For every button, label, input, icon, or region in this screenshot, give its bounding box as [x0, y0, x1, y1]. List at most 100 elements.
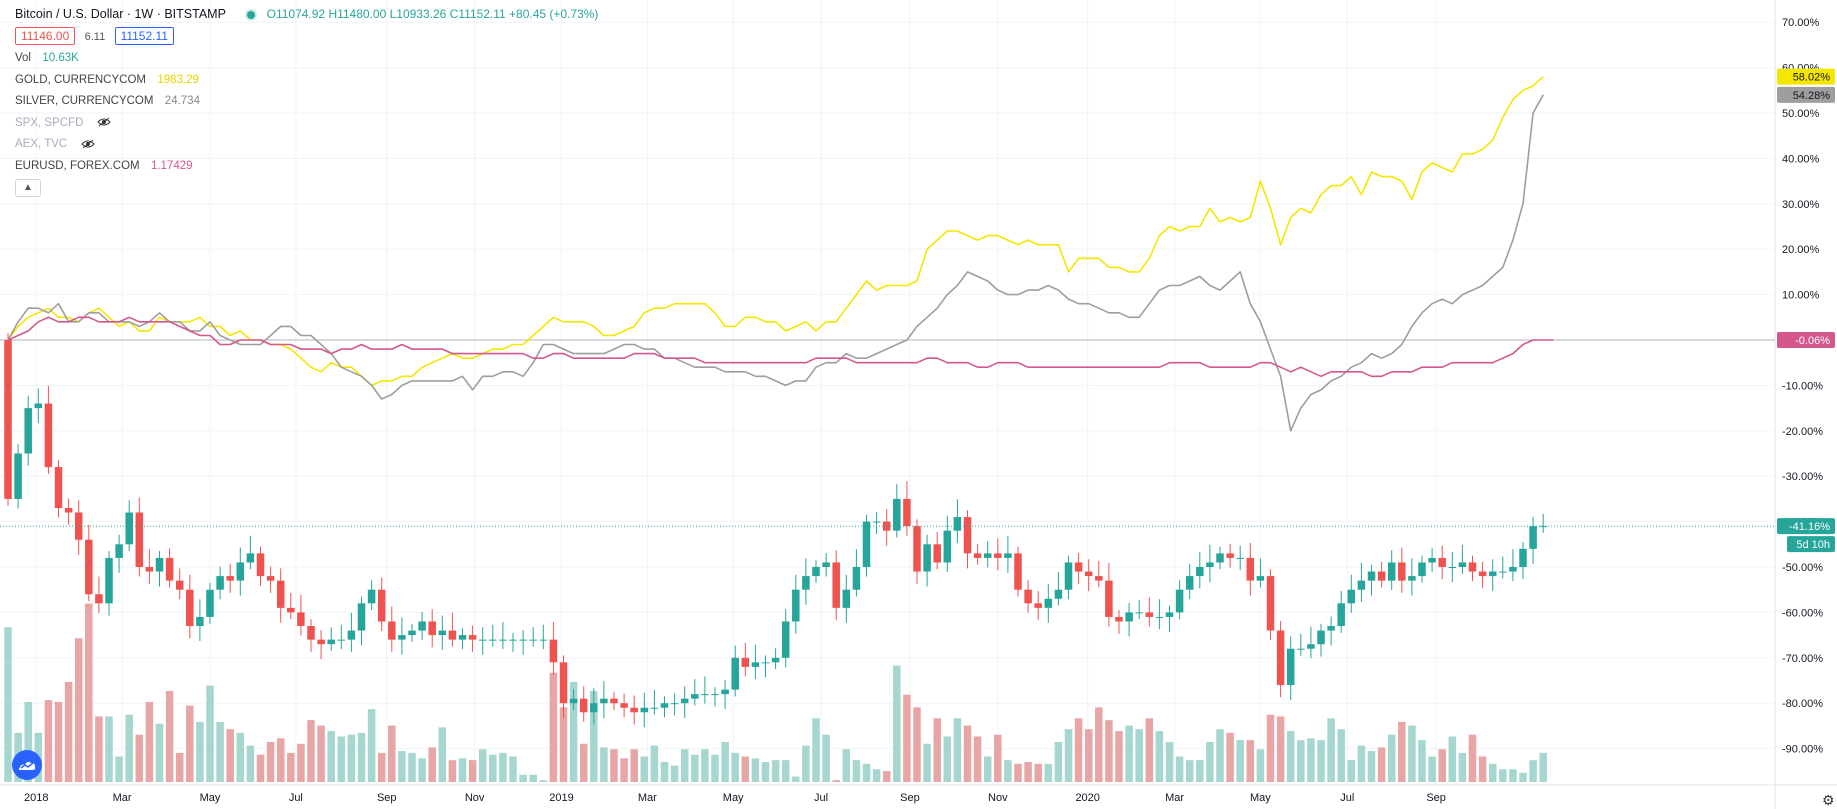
volume-bar [610, 749, 618, 782]
candle-body [438, 630, 447, 636]
candle-body [186, 589, 194, 627]
candle-body [1105, 580, 1113, 617]
candle-body [852, 567, 861, 590]
y-tick-label: -90.00% [1782, 744, 1823, 756]
volume-bar [903, 694, 911, 782]
volume-bar [569, 681, 578, 782]
candle-body [1256, 576, 1265, 581]
candle-body [1064, 562, 1073, 590]
volume-bar [1175, 756, 1184, 782]
candle-body [529, 639, 537, 641]
volume-bar [751, 758, 760, 782]
volume-bar [792, 776, 800, 782]
volume-bar [1246, 740, 1255, 782]
volume-bar [85, 603, 93, 782]
legend-gold[interactable]: GOLD, CURRENCYCOM 1983.29 [15, 69, 598, 91]
candle-body [893, 498, 901, 531]
candle-body [822, 562, 830, 567]
candle-body [1448, 567, 1457, 568]
volume-bar [1034, 763, 1042, 782]
volume-bar [691, 754, 699, 782]
candle-body [741, 657, 750, 667]
volume-bar [509, 756, 517, 782]
legend-silver-value: 24.734 [164, 95, 200, 107]
volume-bar [600, 747, 608, 782]
candle-body [1297, 648, 1305, 650]
legend-aex[interactable]: AEX, TVC [15, 133, 598, 155]
volume-bar [1145, 718, 1154, 782]
candle-body [1367, 571, 1376, 581]
y-tick-label: -60.00% [1782, 607, 1823, 619]
symbol-title[interactable]: Bitcoin / U.S. Dollar · 1W · BITSTAMP [15, 7, 226, 21]
candle-body [44, 403, 53, 468]
volume-bar [953, 718, 962, 782]
candle-body [246, 553, 255, 563]
volume-bar [923, 743, 931, 782]
volume-bar [1206, 741, 1214, 782]
eye-crossed-icon[interactable] [80, 139, 95, 149]
candle-body [489, 639, 497, 641]
volume-bar [963, 725, 972, 782]
candle-body [1034, 603, 1042, 608]
candle-body [751, 662, 760, 667]
candle-body [135, 512, 144, 567]
candle-body [1115, 616, 1123, 622]
volume-bar [105, 716, 113, 782]
candle-body [418, 621, 426, 631]
volume-bar [1226, 732, 1234, 782]
volume-bar [1398, 721, 1406, 782]
candle-body [1145, 612, 1154, 617]
volume-bar [236, 732, 245, 782]
candle-body [377, 589, 386, 622]
candle-body [862, 521, 871, 567]
eye-crossed-icon[interactable] [97, 117, 111, 127]
candle-body [1155, 616, 1164, 618]
volume-bar [1105, 720, 1113, 782]
legend-volume[interactable]: Vol 10.63K [15, 47, 598, 69]
candle-body [731, 657, 739, 690]
volume-bar [862, 763, 871, 782]
chevron-up-icon[interactable]: ▲ [15, 179, 41, 197]
candle-body [802, 576, 810, 590]
candle-body [226, 576, 234, 581]
volume-bar [64, 681, 73, 782]
volume-bar [1428, 756, 1436, 782]
candle-body [539, 639, 548, 641]
tradingview-logo-icon[interactable] [12, 750, 42, 780]
legend-silver[interactable]: SILVER, CURRENCYCOM 24.734 [15, 90, 598, 112]
x-tick-label: Sep [377, 792, 397, 804]
legend-silver-label: SILVER, CURRENCYCOM [15, 95, 154, 107]
gear-icon[interactable]: ⚙ [1822, 792, 1835, 808]
volume-bar [95, 716, 103, 782]
candle-body [347, 630, 356, 640]
candle-body [1387, 562, 1396, 581]
candle-body [165, 557, 174, 581]
countdown-badge: 5d 10h [1796, 539, 1830, 551]
volume-bar [973, 736, 982, 782]
volume-bar [478, 749, 487, 782]
candle-body [256, 553, 265, 577]
candle-body [1236, 557, 1244, 559]
candle-body [792, 589, 800, 622]
btc-candles [0, 333, 1775, 728]
volume-bar [125, 714, 133, 782]
volume-bar [276, 738, 285, 782]
legend-spx[interactable]: SPX, SPCFD [15, 112, 598, 134]
candle-body [14, 453, 22, 499]
volume-bar [630, 749, 638, 782]
sell-price-button[interactable]: 11146.00 [15, 26, 76, 45]
volume-bar [418, 758, 426, 782]
legend-eurusd[interactable]: EURUSD, FOREX.COM 1.17429 [15, 155, 598, 177]
volume-bar [832, 780, 840, 782]
candle-body [1499, 571, 1507, 573]
candle-body [620, 703, 628, 708]
buy-price-button[interactable]: 11152.11 [114, 26, 174, 45]
candle-body [1074, 562, 1083, 572]
candle-body [448, 630, 457, 640]
volume-bar [579, 743, 588, 782]
volume-bar [337, 736, 346, 782]
volume-bar [802, 745, 810, 782]
legend-eurusd-label: EURUSD, FOREX.COM [15, 159, 140, 172]
candle-body [1428, 557, 1436, 563]
